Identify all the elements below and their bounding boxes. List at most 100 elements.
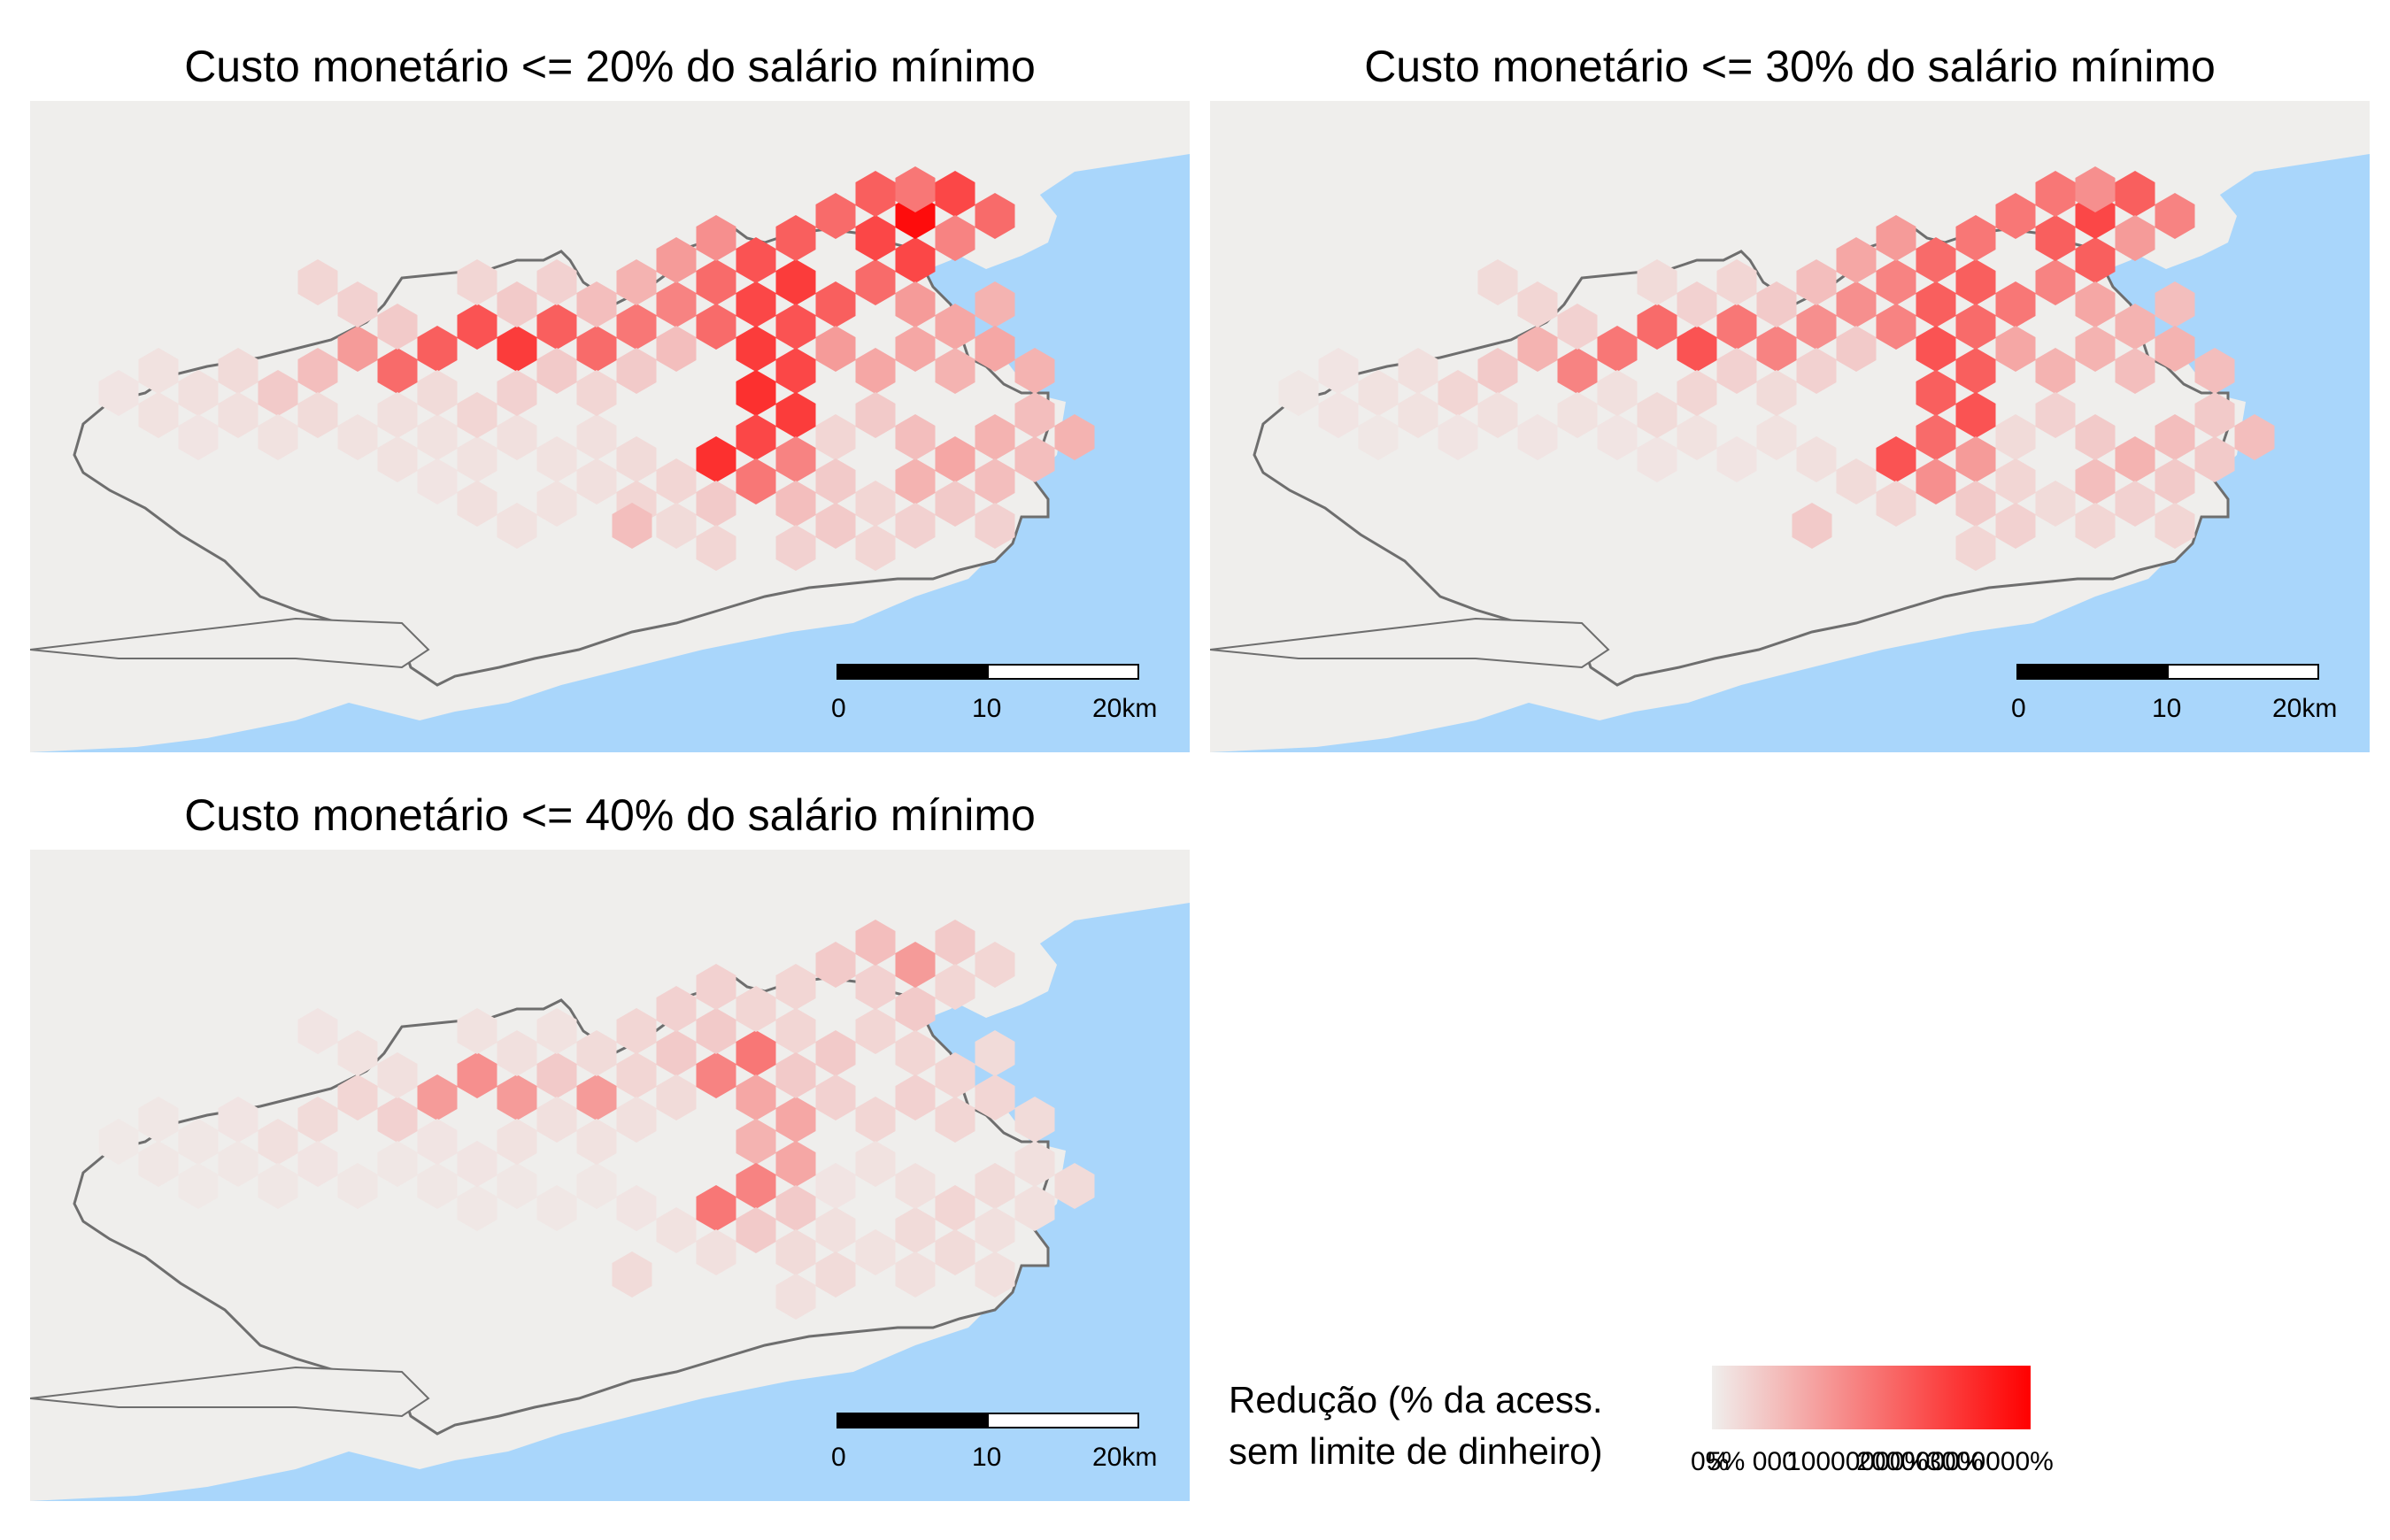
hex-cell bbox=[975, 1207, 1015, 1253]
hex-cell bbox=[1916, 414, 1956, 460]
hex-cell bbox=[297, 1097, 338, 1143]
hex-cell bbox=[815, 281, 856, 327]
hex-cell bbox=[1836, 458, 1877, 504]
hex-cell bbox=[1955, 481, 1996, 527]
hex-cell bbox=[855, 259, 896, 305]
hex-cell bbox=[2115, 304, 2155, 350]
hex-cell bbox=[895, 1207, 936, 1253]
hex-cell bbox=[975, 193, 1015, 239]
hex-cell bbox=[2115, 348, 2155, 394]
hex-cell bbox=[895, 166, 936, 212]
hex-cell bbox=[612, 503, 652, 549]
hex-cell bbox=[1876, 481, 1916, 527]
hex-cell bbox=[895, 281, 936, 327]
hex-cell bbox=[975, 1030, 1015, 1076]
hex-cell bbox=[975, 414, 1015, 460]
hex-cell bbox=[576, 370, 617, 416]
hex-cell bbox=[1014, 1141, 1055, 1187]
hex-cell bbox=[696, 436, 736, 482]
hex-cell bbox=[2075, 326, 2116, 372]
hex-cell bbox=[815, 1074, 856, 1120]
hex-cell bbox=[1014, 1185, 1055, 1231]
hex-cell bbox=[337, 326, 378, 372]
barra-sandbar bbox=[30, 617, 430, 669]
hex-cell bbox=[377, 1141, 418, 1187]
hex-cell bbox=[1995, 414, 2036, 460]
hex-cell bbox=[895, 942, 936, 988]
hex-cell bbox=[138, 348, 179, 394]
hex-cell bbox=[2035, 215, 2076, 261]
hex-cell bbox=[696, 1008, 736, 1054]
hex-cell bbox=[1716, 436, 1757, 482]
hex-cell bbox=[258, 1119, 298, 1165]
scale-label-20km: 20km bbox=[1092, 694, 1158, 723]
hex-cell bbox=[1557, 304, 1598, 350]
hex-cell bbox=[2155, 414, 2195, 460]
hex-cell bbox=[612, 1251, 652, 1297]
hex-cell bbox=[1756, 281, 1797, 327]
scale-label-10: 10 bbox=[2152, 694, 2182, 723]
hex-cell bbox=[775, 215, 816, 261]
hex-cell bbox=[1916, 458, 1956, 504]
hex-cell bbox=[656, 326, 697, 372]
hex-cell bbox=[377, 1097, 418, 1143]
hex-cell bbox=[736, 1030, 776, 1076]
hex-cell bbox=[815, 1251, 856, 1297]
hex-cell bbox=[855, 1141, 896, 1187]
map-svg-30 bbox=[1210, 101, 2370, 752]
hex-cell bbox=[1597, 414, 1638, 460]
hex-cell bbox=[736, 326, 776, 372]
hex-cell bbox=[417, 1119, 458, 1165]
hex-cell bbox=[497, 1163, 537, 1209]
hex-layer bbox=[98, 166, 1095, 571]
legend-title-line-2: sem limite de dinheiro) bbox=[1229, 1430, 1603, 1472]
hex-cell bbox=[497, 326, 537, 372]
hex-cell bbox=[975, 458, 1015, 504]
hex-cell bbox=[417, 370, 458, 416]
hex-cell bbox=[1955, 304, 1996, 350]
hex-cell bbox=[1054, 414, 1095, 460]
hex-layer bbox=[1278, 166, 2275, 571]
hex-cell bbox=[656, 1030, 697, 1076]
hex-cell bbox=[656, 458, 697, 504]
hex-cell bbox=[1876, 259, 1916, 305]
hex-cell bbox=[258, 1163, 298, 1209]
hex-cell bbox=[1318, 392, 1359, 438]
hex-cell bbox=[935, 1229, 975, 1275]
legend-tick-label: 0% bbox=[1691, 1447, 1730, 1476]
hex-cell bbox=[1637, 259, 1677, 305]
legend-tick-label: 5% 000 bbox=[1707, 1447, 1797, 1476]
hex-cell bbox=[2075, 166, 2116, 212]
hex-cell bbox=[855, 171, 896, 217]
hex-cell bbox=[536, 1097, 577, 1143]
hex-cell bbox=[935, 436, 975, 482]
map-panel-30: 0 10 20km bbox=[1210, 101, 2370, 752]
hex-cell bbox=[497, 503, 537, 549]
hex-cell bbox=[736, 1207, 776, 1253]
hex-cell bbox=[855, 215, 896, 261]
hex-cell bbox=[138, 1097, 179, 1143]
hex-cell bbox=[736, 370, 776, 416]
hex-cell bbox=[696, 304, 736, 350]
hex-cell bbox=[1955, 259, 1996, 305]
hex-cell bbox=[576, 1030, 617, 1076]
hex-cell bbox=[1358, 414, 1399, 460]
hex-cell bbox=[536, 1052, 577, 1098]
hex-cell bbox=[2115, 481, 2155, 527]
scale-label-20km: 20km bbox=[1092, 1443, 1158, 1472]
hex-cell bbox=[775, 525, 816, 571]
hex-cell bbox=[337, 281, 378, 327]
hex-cell bbox=[1995, 193, 2036, 239]
hex-cell bbox=[178, 1119, 219, 1165]
hex-cell bbox=[258, 414, 298, 460]
hex-cell bbox=[1916, 237, 1956, 283]
hex-cell bbox=[775, 392, 816, 438]
hex-cell bbox=[377, 348, 418, 394]
hex-cell bbox=[1477, 392, 1518, 438]
hex-cell bbox=[576, 1119, 617, 1165]
hex-cell bbox=[1716, 259, 1757, 305]
scale-label-20km: 20km bbox=[2272, 694, 2338, 723]
map-title-20: Custo monetário <= 20% do salário mínimo bbox=[184, 42, 1036, 91]
hex-cell bbox=[576, 414, 617, 460]
map-svg-20 bbox=[30, 101, 1190, 752]
